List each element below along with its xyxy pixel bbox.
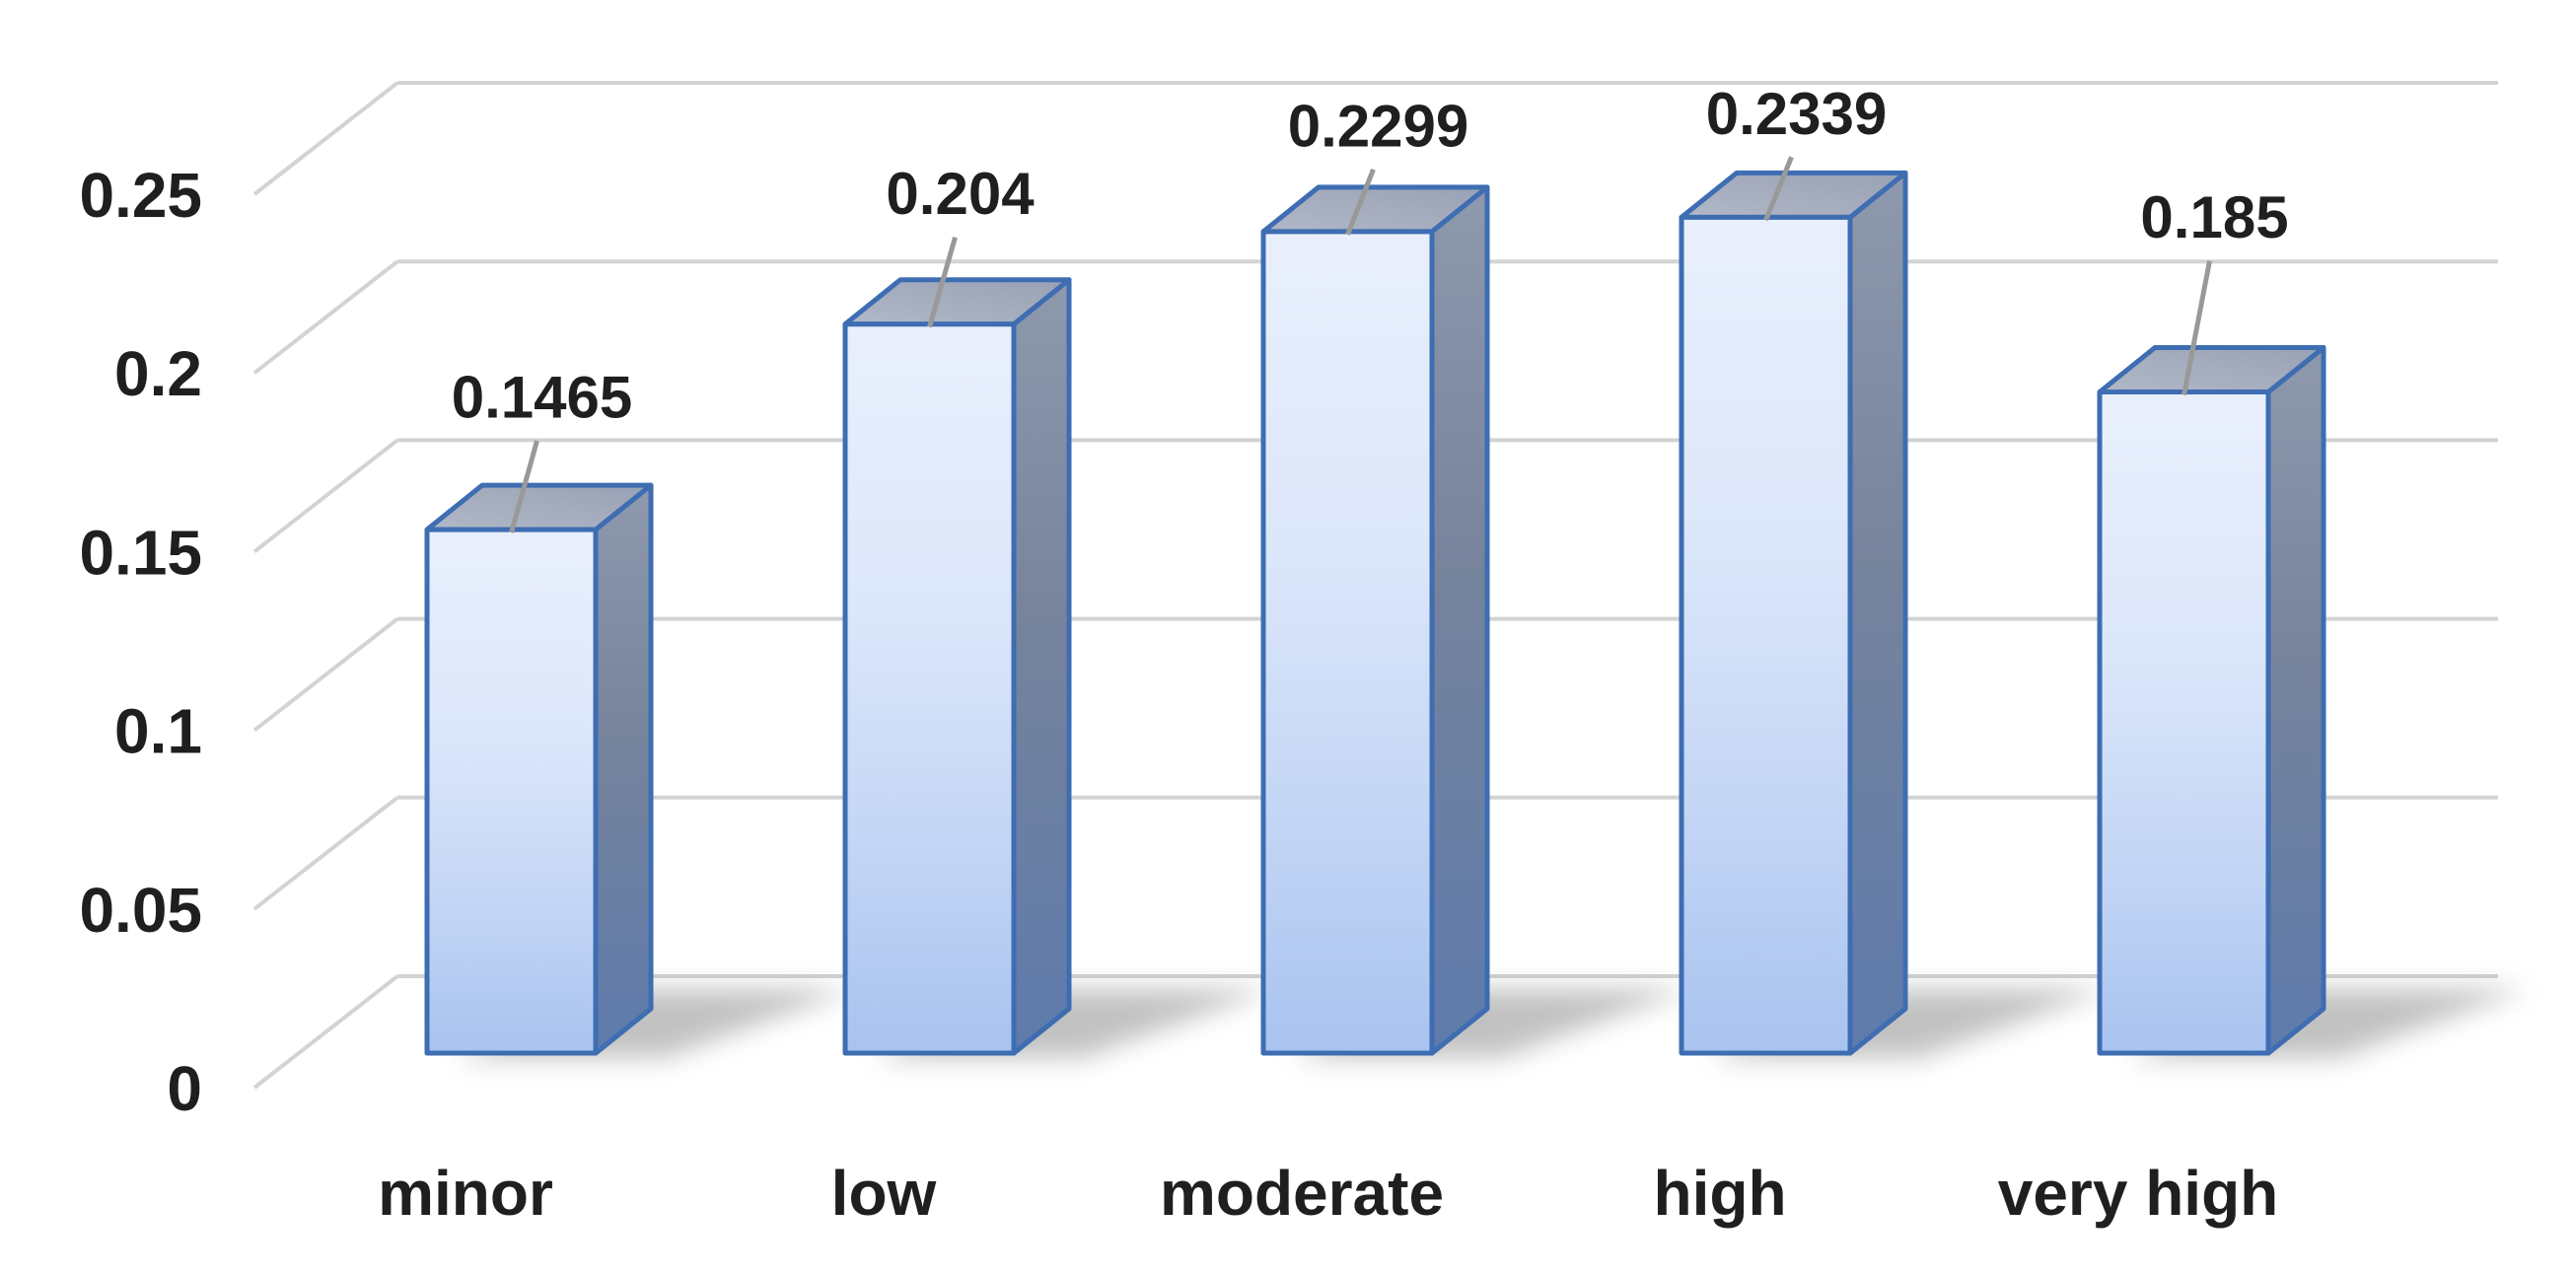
category-label-high: high	[1653, 1158, 1786, 1229]
depth-tick-0.1	[252, 617, 399, 733]
depth-tick-0.25	[252, 81, 399, 196]
depth-tick-0.15	[252, 438, 399, 553]
y-axis-label-0.25: 0.25	[79, 160, 202, 231]
data-label-leader	[1345, 168, 1376, 236]
data-label-low: 0.204	[886, 161, 1035, 227]
data-label-minor: 0.1465	[452, 365, 633, 431]
depth-tick-0	[252, 974, 399, 1090]
y-axis-label-0: 0	[167, 1053, 202, 1124]
bar-low	[842, 321, 1017, 1056]
data-label-leader	[1763, 156, 1794, 222]
category-label-moderate: moderate	[1160, 1158, 1444, 1229]
bar-side-minor	[593, 482, 654, 1056]
bar-moderate	[1260, 229, 1435, 1056]
depth-tick-0.05	[252, 796, 399, 911]
bar-minor	[424, 527, 599, 1056]
y-axis-label-0.05: 0.05	[79, 875, 202, 946]
data-label-moderate: 0.2299	[1288, 93, 1469, 159]
bar-side-high	[1847, 170, 1908, 1056]
category-label-very-high: very high	[1998, 1158, 2279, 1229]
y-axis-label-0.1: 0.1	[114, 696, 202, 767]
category-label-minor: minor	[378, 1158, 553, 1229]
data-label-leader	[927, 237, 958, 328]
data-label-leader	[2182, 260, 2212, 396]
y-axis-label-0.2: 0.2	[114, 338, 202, 409]
bar-high	[1679, 214, 1853, 1056]
data-label-high: 0.2339	[1706, 81, 1888, 147]
data-label-leader	[509, 440, 539, 533]
category-label-low: low	[831, 1158, 937, 1229]
bar-very high	[2097, 389, 2271, 1056]
bar-side-very high	[2265, 345, 2326, 1056]
depth-tick-0.2	[252, 259, 399, 375]
data-label-very high: 0.185	[2140, 184, 2288, 250]
bar-side-low	[1011, 277, 1072, 1056]
bar-side-moderate	[1429, 184, 1490, 1056]
y-axis-label-0.15: 0.15	[79, 517, 202, 588]
